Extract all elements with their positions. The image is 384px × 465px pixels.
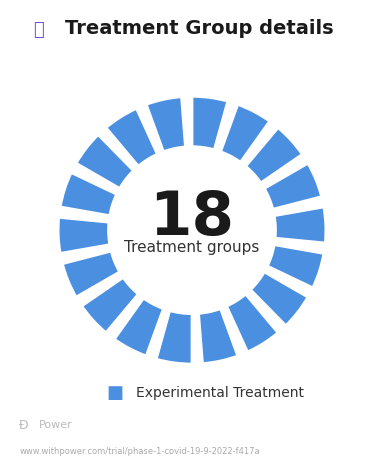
Wedge shape: [199, 309, 238, 364]
Text: Power: Power: [38, 420, 72, 431]
Text: 18: 18: [149, 189, 235, 248]
Text: ■: ■: [107, 384, 124, 402]
Wedge shape: [220, 105, 270, 162]
Text: Experimental Treatment: Experimental Treatment: [136, 386, 304, 400]
Wedge shape: [114, 298, 164, 356]
Wedge shape: [58, 217, 110, 253]
Wedge shape: [156, 311, 192, 364]
Wedge shape: [227, 294, 278, 352]
Text: Treatment groups: Treatment groups: [124, 240, 260, 255]
Text: www.withpower.com/trial/phase-1-covid-19-9-2022-f417a: www.withpower.com/trial/phase-1-covid-19…: [19, 446, 260, 456]
Wedge shape: [192, 96, 228, 150]
Text: Ð: Ð: [19, 419, 29, 432]
Wedge shape: [267, 245, 324, 288]
Wedge shape: [106, 108, 157, 166]
Wedge shape: [246, 127, 302, 183]
Wedge shape: [146, 97, 185, 152]
Wedge shape: [63, 251, 120, 297]
Wedge shape: [264, 163, 321, 209]
Wedge shape: [274, 207, 326, 243]
Wedge shape: [250, 272, 308, 326]
Text: 👥: 👥: [33, 21, 44, 39]
Wedge shape: [82, 278, 138, 333]
Wedge shape: [60, 173, 117, 216]
Wedge shape: [76, 135, 134, 188]
Text: Treatment Group details: Treatment Group details: [65, 19, 334, 38]
